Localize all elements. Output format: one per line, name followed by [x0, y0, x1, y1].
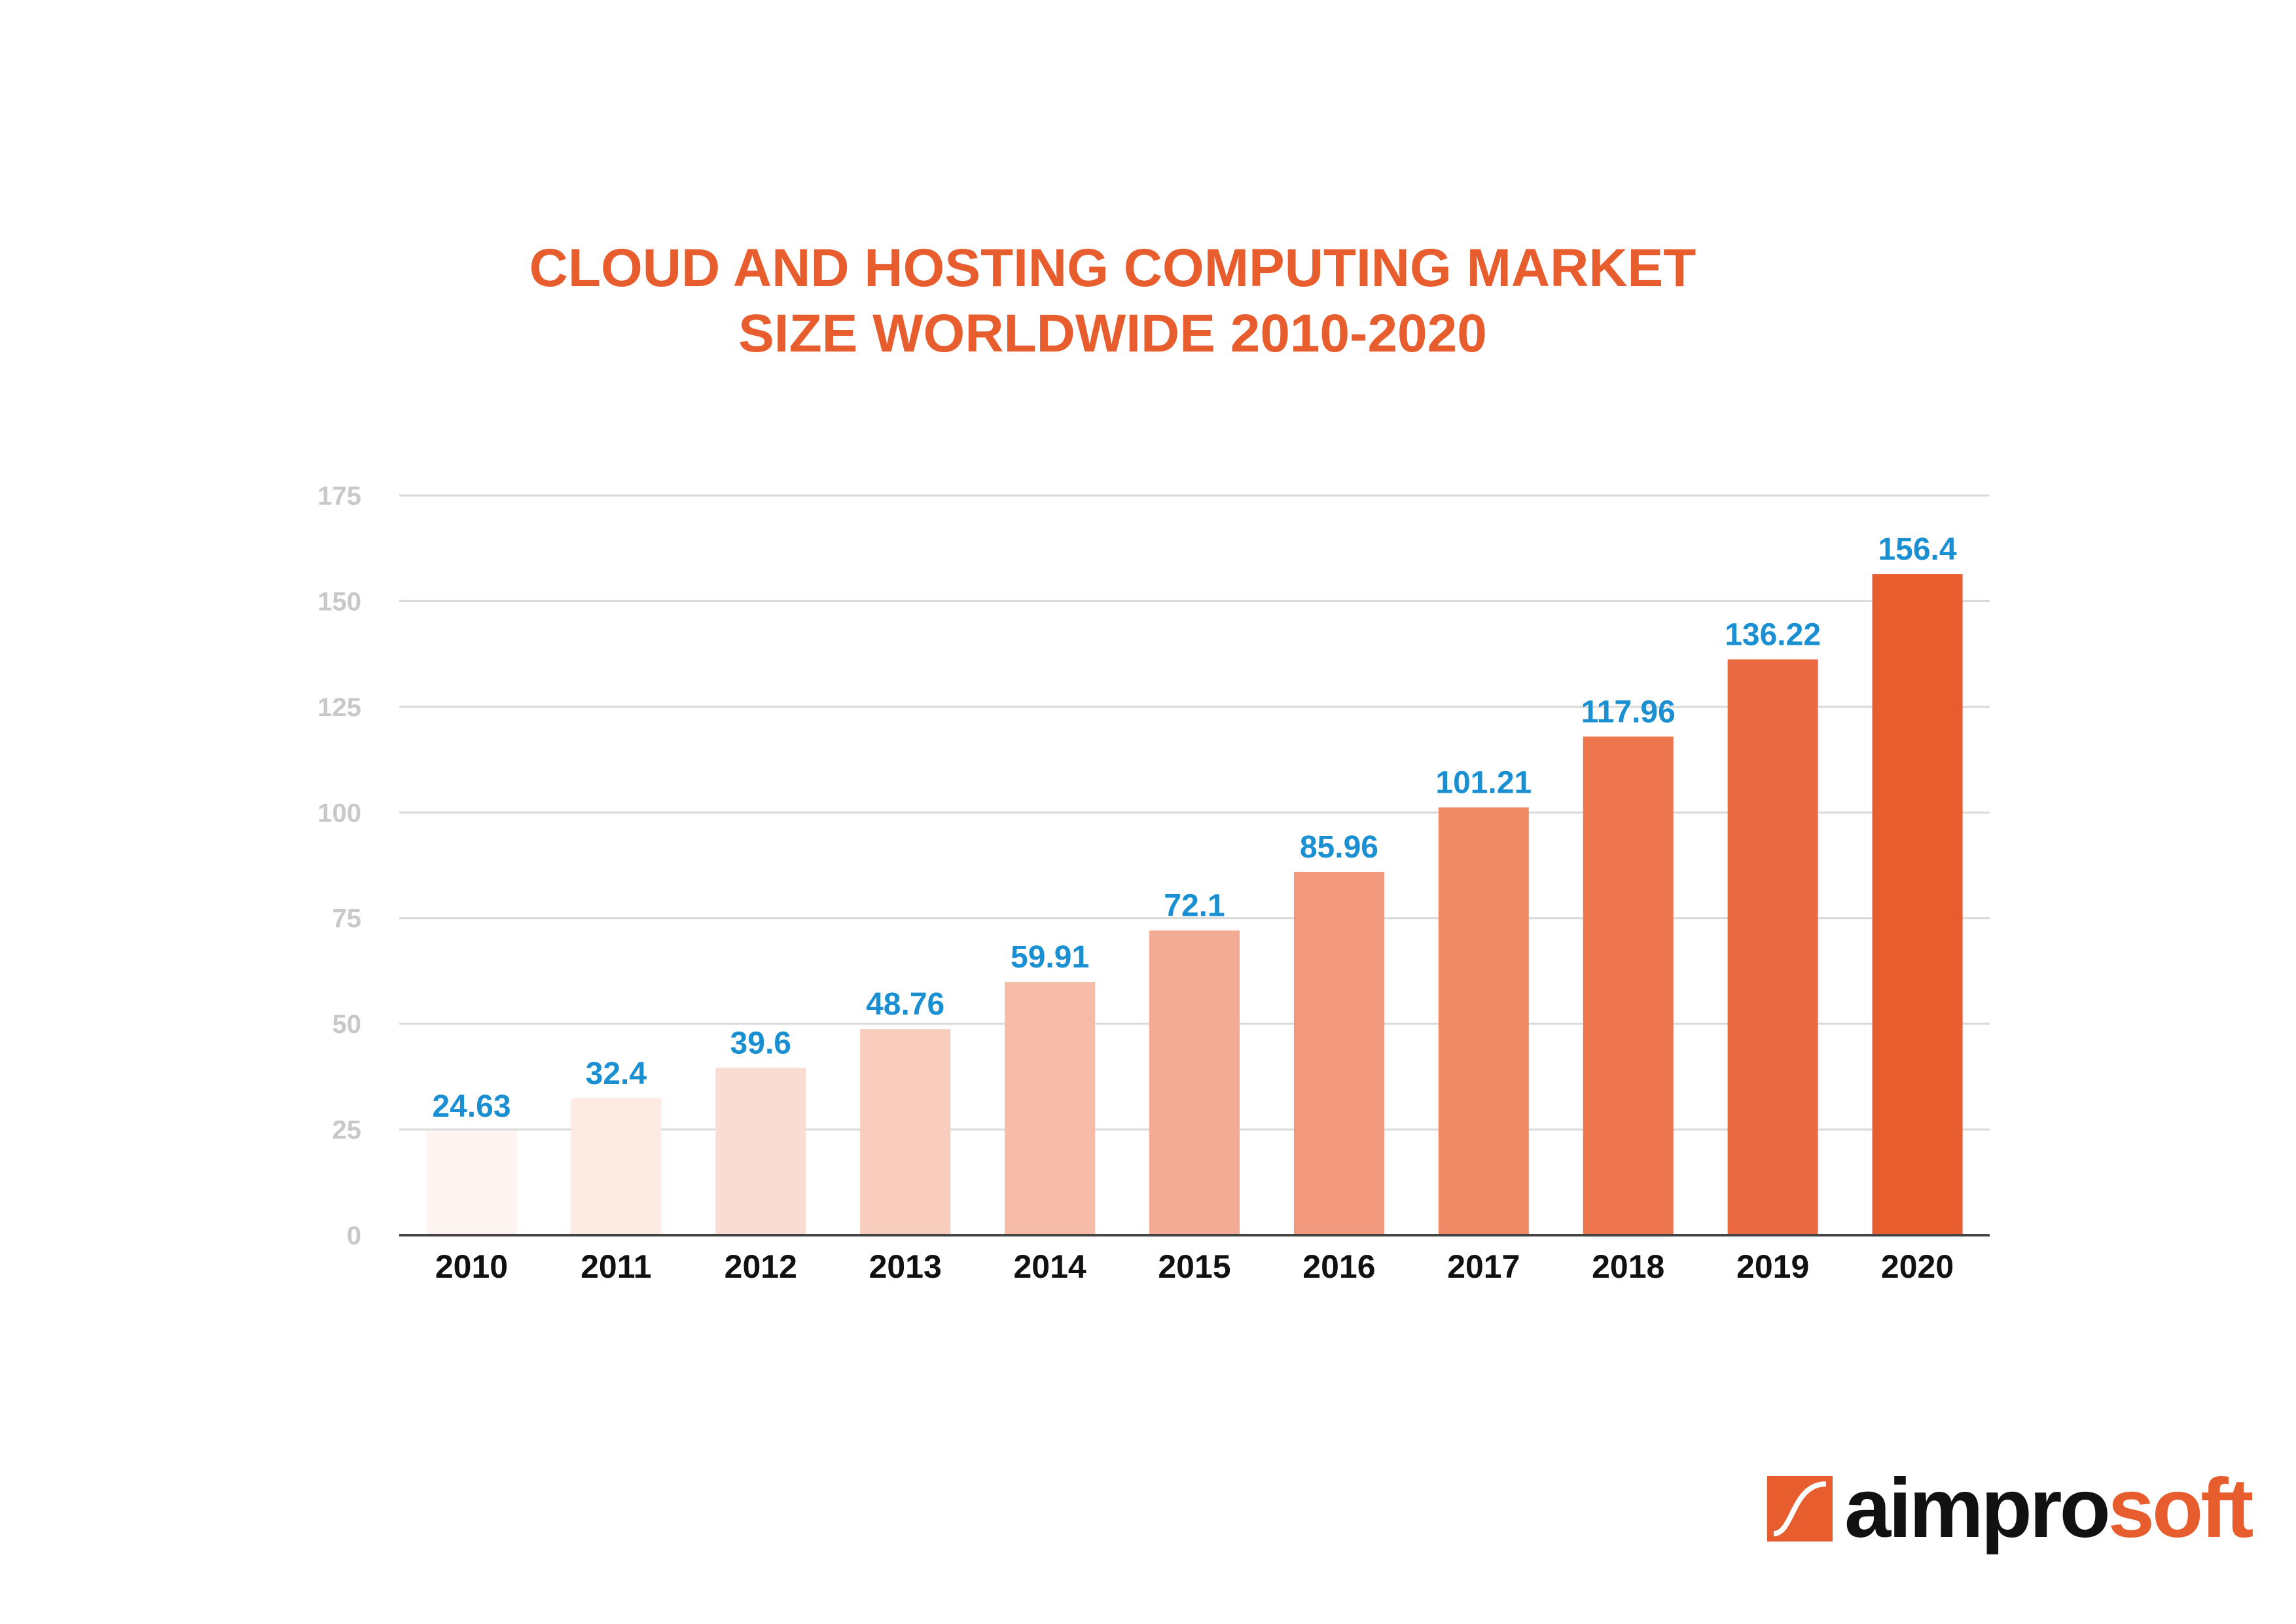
x-tick-label: 2015 — [1158, 1248, 1230, 1285]
chart-title-line-2: SIZE WORLDWIDE 2010-2020 — [738, 304, 1487, 363]
value-label: 136.22 — [1725, 617, 1821, 652]
x-tick-label: 2017 — [1447, 1248, 1520, 1285]
value-label: 117.96 — [1581, 695, 1676, 729]
bars — [426, 574, 1963, 1235]
x-tick-label: 2019 — [1736, 1248, 1809, 1285]
bar — [571, 1098, 662, 1235]
logo-mark-curve — [1773, 1481, 1827, 1536]
bar — [1872, 574, 1963, 1235]
aimprosoft-logo-mark-icon — [1767, 1476, 1833, 1542]
bar — [1438, 807, 1529, 1235]
y-axis-ticks: 0 25 50 75 100 125 150 175 — [317, 482, 361, 1250]
value-label: 24.63 — [432, 1089, 511, 1124]
bar — [1583, 736, 1674, 1235]
x-tick-label: 2012 — [725, 1248, 797, 1285]
grid-layer — [399, 494, 1990, 1131]
x-tick-label: 2020 — [1881, 1248, 1954, 1285]
logo-text-dark: aimpro — [1844, 1462, 2111, 1555]
value-label: 59.91 — [1011, 940, 1089, 975]
value-label: 32.4 — [586, 1056, 647, 1091]
x-tick-label: 2010 — [435, 1248, 508, 1285]
value-label: 48.76 — [866, 987, 944, 1022]
logo-text: aimprosoft — [1844, 1467, 2253, 1551]
value-label: 156.4 — [1878, 532, 1956, 567]
x-tick-label: 2013 — [869, 1248, 942, 1285]
y-tick-label: 175 — [317, 482, 361, 511]
x-tick-label: 2011 — [581, 1248, 651, 1285]
value-labels: 24.63 32.4 39.6 48.76 59.91 72.1 85.96 101.21 11… — [432, 532, 1957, 1124]
bar — [1005, 982, 1096, 1235]
logo-text-accent: soft — [2108, 1462, 2254, 1555]
x-tick-label: 2016 — [1302, 1248, 1375, 1285]
aimprosoft-logo: aimprosoft — [1767, 1463, 2253, 1555]
bar — [1149, 930, 1240, 1235]
chart-title-line-1: CLOUD AND HOSTING COMPUTING MARKET — [529, 238, 1696, 298]
bar — [1293, 871, 1384, 1235]
x-axis-ticks: 2010 2011 2012 2013 2014 2015 2016 2017 2018 2019… — [435, 1248, 1954, 1285]
bar — [860, 1029, 951, 1235]
value-label: 39.6 — [730, 1026, 791, 1060]
value-label: 85.96 — [1300, 830, 1378, 865]
x-tick-label: 2018 — [1592, 1248, 1664, 1285]
y-tick-label: 100 — [317, 799, 361, 827]
y-tick-label: 25 — [332, 1116, 362, 1145]
value-label: 101.21 — [1435, 765, 1532, 800]
bar — [426, 1130, 517, 1235]
y-tick-label: 50 — [332, 1010, 362, 1039]
bar — [1727, 659, 1818, 1235]
y-tick-label: 75 — [332, 905, 362, 933]
bar — [715, 1068, 806, 1235]
value-label: 72.1 — [1164, 888, 1225, 923]
y-tick-label: 0 — [347, 1221, 361, 1250]
chart-title: CLOUD AND HOSTING COMPUTING MARKET SIZE … — [0, 236, 2225, 367]
y-tick-label: 150 — [317, 587, 361, 616]
x-tick-label: 2014 — [1013, 1248, 1086, 1285]
y-tick-label: 125 — [317, 693, 361, 722]
